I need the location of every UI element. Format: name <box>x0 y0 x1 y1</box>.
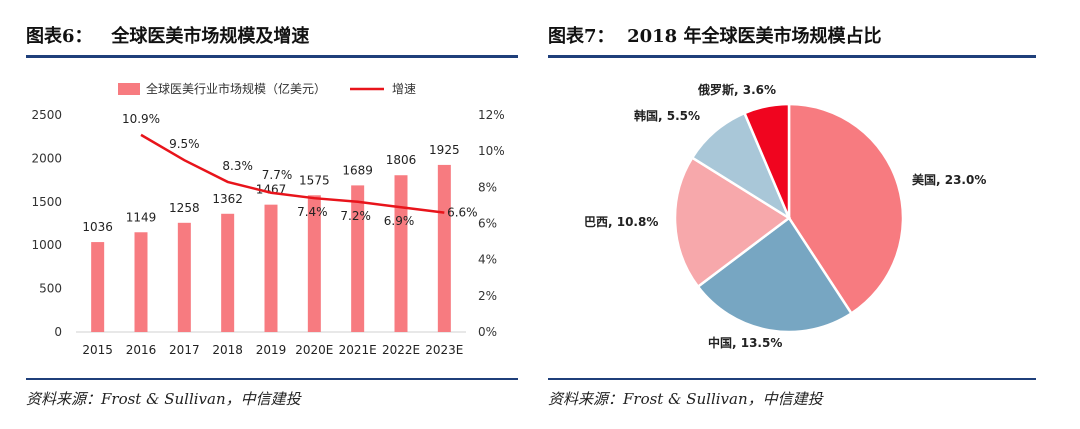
x-tick-label: 2017 <box>169 343 200 357</box>
y-right-tick-label: 12% <box>478 108 505 122</box>
pie-chart: 美国, 23.0% 中国, 13.5% 巴西, 10.8% 韩国, 5.5% 俄罗斯, … <box>584 82 986 350</box>
pie-slice <box>742 102 791 219</box>
figure-7-source: 资料来源：Frost & Sullivan，中信建投 <box>548 390 823 408</box>
figure-7-title-text: 2018 年全球医美市场规模占比 <box>627 26 882 47</box>
legend-bar-swatch <box>118 83 140 95</box>
figure-7-label: 图表7： <box>548 26 615 47</box>
y-left-tick-label: 2500 <box>31 108 62 122</box>
y-right-tick-label: 4% <box>478 253 497 267</box>
bar-value-label: 1575 <box>299 173 330 187</box>
figure-6-source: 资料来源：Frost & Sullivan，中信建投 <box>26 390 301 408</box>
x-tick-label: 2015 <box>82 343 113 357</box>
x-tick-label: 2020E <box>295 343 333 357</box>
bar <box>394 175 408 332</box>
bar-value-label: 1036 <box>82 220 113 234</box>
growth-value-label: 8.3% <box>222 159 253 173</box>
bar <box>351 185 365 332</box>
growth-value-label: 6.9% <box>384 214 415 228</box>
bar-value-label: 1689 <box>342 163 373 177</box>
figure-7-title: 图表7： 2018 年全球医美市场规模占比 <box>548 22 881 48</box>
figure-6-panel: 图表6： 全球医美市场规模及增速 全球医美行业市场规模（亿美元） 增速 0 500 10… <box>0 0 520 429</box>
growth-value-label: 7.4% <box>297 205 328 219</box>
bar-line-chart: 全球医美行业市场规模（亿美元） 增速 0 500 1000 1500 2000 2500 0% 2… <box>31 81 505 357</box>
x-tick-label: 2022E <box>382 343 420 357</box>
pie-slice <box>696 216 854 334</box>
bar <box>177 222 191 332</box>
y-left-tick-label: 1500 <box>31 195 62 209</box>
y-right-tick-label: 10% <box>478 144 505 158</box>
y-right-tick-label: 8% <box>478 180 497 194</box>
figure-6-label: 图表6： <box>26 26 93 47</box>
top-rule <box>548 55 1036 58</box>
y-left-tick-label: 0 <box>54 325 62 339</box>
growth-line <box>140 133 445 214</box>
bar-value-label: 1925 <box>429 143 460 157</box>
y-right-tick-label: 0% <box>478 325 497 339</box>
growth-value-label: 7.7% <box>262 168 293 182</box>
top-rule <box>26 55 518 58</box>
bar-value-label: 1258 <box>169 201 200 215</box>
figure-7-panel: 图表7： 2018 年全球医美市场规模占比 美国, 23.0% 中国, 13.5%… <box>540 0 1080 429</box>
bar <box>264 204 278 332</box>
x-tick-label: 2016 <box>126 343 157 357</box>
bar <box>91 242 105 332</box>
pie-slice-label: 巴西, 10.8% <box>584 215 658 229</box>
bottom-rule <box>26 378 518 380</box>
bottom-rule <box>548 378 1036 380</box>
bar-value-label: 1362 <box>212 192 243 206</box>
bar <box>307 195 321 332</box>
growth-value-label: 7.2% <box>340 209 371 223</box>
x-tick-label: 2021E <box>339 343 377 357</box>
pie-slice <box>673 156 792 289</box>
x-tick-label: 2023E <box>425 343 463 357</box>
y-left-tick-label: 2000 <box>31 151 62 165</box>
x-tick-label: 2019 <box>256 343 287 357</box>
growth-value-label: 6.6% <box>447 206 478 220</box>
bar <box>437 164 451 332</box>
pie-slice-label: 中国, 13.5% <box>708 335 782 350</box>
y-right-tick-label: 2% <box>478 289 497 303</box>
legend-line-label: 增速 <box>392 82 416 96</box>
bar <box>221 213 235 332</box>
figure-6-title: 图表6： 全球医美市场规模及增速 <box>26 22 309 48</box>
y-left-tick-label: 500 <box>39 282 62 296</box>
legend-bar-label: 全球医美行业市场规模（亿美元） <box>146 81 326 96</box>
pie-slice-label: 美国, 23.0% <box>912 172 986 187</box>
bar-value-label: 1806 <box>386 153 417 167</box>
pie-slice-label: 韩国, 5.5% <box>634 108 700 123</box>
x-tick-label: 2018 <box>212 343 243 357</box>
growth-value-label: 9.5% <box>169 137 200 151</box>
pie-slice-label: 俄罗斯, 3.6% <box>697 82 776 97</box>
y-left-tick-label: 1000 <box>31 238 62 252</box>
y-right-tick-label: 6% <box>478 217 497 231</box>
figure-6-title-text: 全球医美市场规模及增速 <box>111 26 310 47</box>
bar-value-label: 1149 <box>126 210 157 224</box>
growth-value-label: 10.9% <box>122 112 160 126</box>
bar <box>134 232 148 332</box>
